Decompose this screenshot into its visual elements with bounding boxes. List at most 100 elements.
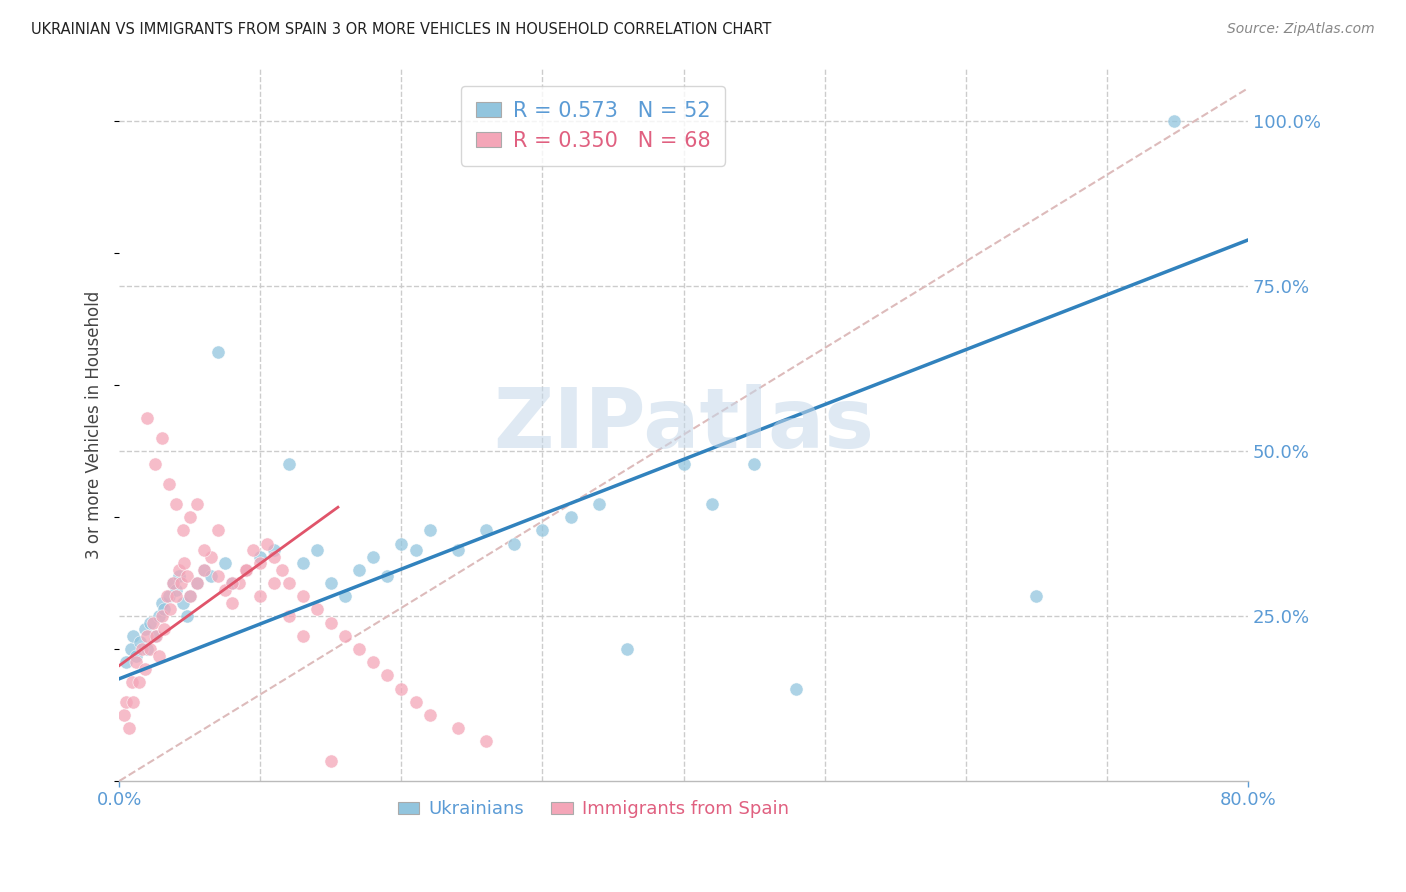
Point (221, 576, 243, 591)
Point (742, 458, 765, 472)
Point (165, 497, 187, 511)
Point (179, 589, 201, 603)
Point (157, 477, 180, 491)
Point (588, 497, 610, 511)
Point (221, 596, 243, 610)
Point (143, 458, 166, 472)
Point (249, 589, 271, 603)
Point (143, 629, 166, 643)
Point (305, 543, 328, 558)
Point (475, 524, 498, 538)
Point (150, 596, 173, 610)
Point (214, 582, 236, 597)
Point (700, 497, 723, 511)
Point (347, 642, 370, 657)
Point (391, 681, 413, 696)
Point (167, 569, 190, 583)
Point (112, 708, 135, 723)
Point (405, 543, 427, 558)
Point (319, 615, 342, 630)
Point (142, 615, 165, 630)
Point (375, 569, 398, 583)
Point (165, 582, 187, 597)
Point (136, 642, 159, 657)
Point (176, 609, 198, 624)
Point (419, 708, 441, 723)
Point (122, 695, 145, 709)
Point (200, 549, 222, 564)
Point (235, 563, 257, 577)
Point (170, 576, 193, 591)
Point (129, 635, 152, 649)
Point (228, 576, 250, 591)
Y-axis label: 3 or more Vehicles in Household: 3 or more Vehicles in Household (86, 291, 103, 559)
Point (447, 543, 470, 558)
Point (150, 431, 173, 445)
Point (419, 524, 441, 538)
Point (186, 576, 208, 591)
Point (291, 629, 314, 643)
Legend: Ukrainians, Immigrants from Spain: Ukrainians, Immigrants from Spain (391, 793, 796, 825)
Point (156, 589, 179, 603)
Point (172, 524, 194, 538)
Point (136, 629, 159, 643)
Point (361, 655, 384, 669)
Point (148, 648, 170, 663)
Point (242, 543, 264, 558)
Point (131, 642, 153, 657)
Point (118, 721, 141, 735)
Point (200, 569, 222, 583)
Point (176, 569, 198, 583)
Point (503, 536, 526, 550)
Point (172, 596, 194, 610)
Point (405, 695, 427, 709)
Point (291, 589, 314, 603)
Point (179, 589, 201, 603)
Text: ZIPatlas: ZIPatlas (494, 384, 875, 466)
Point (391, 536, 413, 550)
Point (207, 524, 229, 538)
Point (319, 754, 342, 768)
Point (162, 576, 184, 591)
Point (319, 576, 342, 591)
Point (277, 609, 299, 624)
Point (165, 589, 187, 603)
Point (277, 458, 299, 472)
Point (115, 695, 138, 709)
Point (186, 576, 208, 591)
Point (139, 642, 162, 657)
Point (333, 589, 356, 603)
Point (193, 543, 215, 558)
Point (305, 602, 328, 616)
Point (375, 668, 398, 682)
Point (157, 589, 180, 603)
Point (186, 497, 208, 511)
Point (616, 642, 638, 657)
Point (136, 411, 159, 425)
Point (263, 543, 285, 558)
Point (361, 549, 384, 564)
Point (249, 549, 271, 564)
Point (333, 629, 356, 643)
Point (235, 563, 257, 577)
Point (475, 734, 498, 748)
Point (150, 609, 173, 624)
Point (291, 556, 314, 570)
Point (125, 655, 148, 669)
Point (207, 569, 229, 583)
Point (115, 655, 138, 669)
Point (134, 622, 156, 636)
Point (207, 345, 229, 359)
Point (125, 648, 148, 663)
Point (179, 510, 201, 524)
Point (122, 629, 145, 643)
Point (785, 681, 807, 696)
Point (214, 556, 236, 570)
Point (193, 563, 215, 577)
Point (672, 458, 695, 472)
Point (162, 576, 184, 591)
Point (153, 622, 176, 636)
Point (235, 563, 257, 577)
Point (263, 576, 285, 591)
Text: UKRAINIAN VS IMMIGRANTS FROM SPAIN 3 OR MORE VEHICLES IN HOUSEHOLD CORRELATION C: UKRAINIAN VS IMMIGRANTS FROM SPAIN 3 OR … (31, 22, 772, 37)
